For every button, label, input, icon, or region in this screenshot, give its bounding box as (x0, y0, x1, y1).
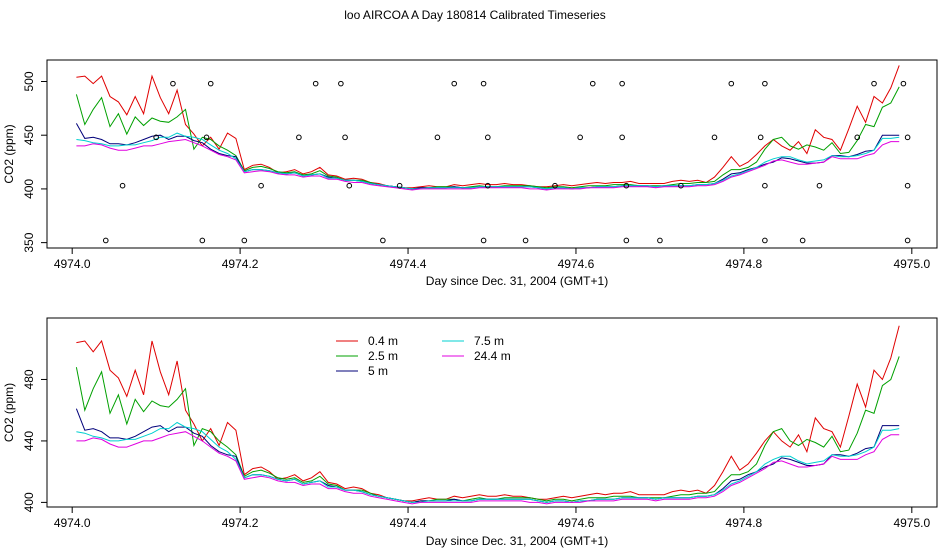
scatter-point (207, 80, 214, 87)
y-axis-label: CO2 (ppm) (2, 383, 16, 442)
chart-title: loo AIRCOA A Day 180814 Calibrated Times… (344, 8, 606, 22)
scatter-point (728, 80, 735, 87)
y-tick-label: 400 (22, 492, 36, 512)
scatter-point (762, 80, 768, 87)
scatter-point (854, 134, 861, 141)
scatter-point (434, 134, 441, 141)
scatter-point (619, 134, 625, 141)
scatter-point (258, 182, 264, 189)
series-line-2-5-m (75, 86, 900, 190)
x-tick-label: 4975.0 (893, 257, 930, 271)
y-tick-label: 440 (22, 431, 36, 451)
scatter-point (396, 182, 403, 189)
scatter-point (480, 80, 487, 87)
series-line-0-4-m (76, 65, 900, 189)
scatter-point (119, 182, 126, 189)
scatter-point (342, 134, 348, 141)
scatter-point (241, 237, 248, 244)
x-tick-label: 4974.6 (558, 516, 595, 530)
scatter-point (623, 182, 630, 189)
scatter-point (589, 80, 596, 87)
x-axis-label: Day since Dec. 31, 2004 (GMT+1) (426, 534, 608, 548)
scatter-point (657, 237, 663, 244)
y-tick-label: 350 (22, 232, 36, 252)
scatter-point (203, 134, 210, 141)
plot-frame-2 (46, 317, 938, 508)
x-tick-label: 4974.2 (222, 257, 259, 271)
x-tick-label: 4974.6 (558, 257, 595, 271)
scatter-point (678, 182, 684, 189)
scatter-point (338, 80, 344, 87)
scatter-point (757, 134, 764, 141)
scatter-point (900, 80, 907, 87)
scatter-point (153, 134, 159, 141)
scatter-point (480, 237, 487, 244)
scatter-point (170, 80, 176, 87)
x-tick-label: 4974.8 (726, 516, 763, 530)
scatter-point (577, 134, 583, 141)
scatter-point (380, 237, 386, 244)
legend-label: 24.4 m (474, 349, 511, 363)
x-tick-label: 4975.0 (893, 516, 930, 530)
scatter-point (552, 182, 558, 189)
x-tick-label: 4974.0 (54, 257, 91, 271)
scatter-point (102, 237, 109, 244)
plot-frame-1 (46, 59, 938, 249)
series-line-2-5-m (75, 356, 900, 503)
y-tick-label: 450 (22, 125, 36, 145)
y-tick-label: 480 (22, 369, 36, 389)
scatter-point (485, 134, 491, 141)
scatter-point (762, 237, 768, 244)
y-tick-label: 400 (22, 179, 36, 199)
series-line-24-4-m (76, 431, 900, 505)
series-line-5-m (75, 123, 900, 190)
legend-label: 5 m (368, 364, 388, 378)
scatter-point (904, 182, 911, 189)
legend-label: 7.5 m (474, 334, 504, 348)
x-tick-label: 4974.8 (726, 257, 763, 271)
y-tick-label: 500 (22, 71, 36, 91)
scatter-point (711, 134, 718, 141)
scatter-point (522, 237, 529, 244)
scatter-point (904, 134, 911, 141)
series-line-5-m (75, 408, 900, 503)
scatter-point (619, 80, 625, 87)
scatter-point (816, 182, 823, 189)
scatter-point (762, 182, 768, 189)
x-tick-label: 4974.4 (390, 516, 427, 530)
scatter-point (904, 237, 911, 244)
scatter-point (871, 80, 877, 87)
scatter-point (485, 182, 491, 189)
x-axis-label: Day since Dec. 31, 2004 (GMT+1) (426, 274, 608, 288)
scatter-point (623, 237, 630, 244)
scatter-point (451, 80, 458, 87)
x-tick-label: 4974.0 (54, 516, 91, 530)
x-tick-label: 4974.4 (390, 257, 427, 271)
legend-label: 0.4 m (368, 334, 398, 348)
scatter-point (799, 237, 806, 244)
scatter-point (346, 182, 353, 189)
series-line-7-5-m (76, 421, 900, 503)
scatter-point (296, 134, 302, 141)
x-tick-label: 4974.2 (222, 516, 259, 530)
series-line-7-5-m (76, 132, 900, 190)
scatter-point (199, 237, 206, 244)
y-axis-label: CO2 (ppm) (2, 124, 16, 183)
series-line-24-4-m (76, 138, 900, 191)
scatter-point (312, 80, 319, 87)
legend-label: 2.5 m (368, 349, 398, 363)
